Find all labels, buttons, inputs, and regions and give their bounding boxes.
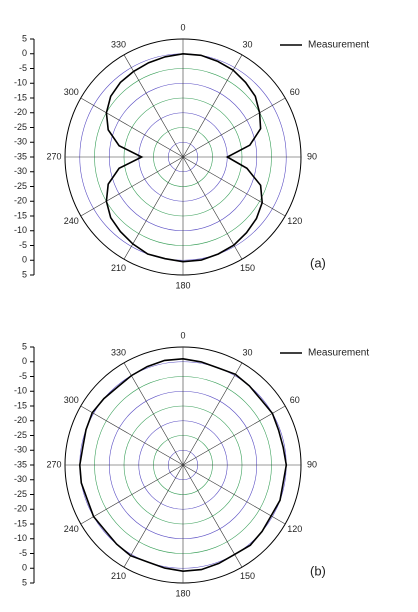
spoke (80, 464, 184, 525)
r-tick-label: -5 (19, 548, 27, 558)
theta-tick-label: 30 (242, 40, 252, 50)
r-tick-label: 5 (22, 341, 27, 351)
r-tick-label: -10 (14, 225, 27, 235)
spoke (123, 362, 184, 466)
spoke (182, 362, 243, 466)
r-tick-label: 5 (22, 33, 27, 43)
theta-tick-label: 0 (180, 22, 185, 32)
theta-tick-label: 60 (290, 395, 300, 405)
r-tick-label: -5 (19, 240, 27, 250)
spoke (80, 405, 184, 466)
theta-tick-label: 240 (64, 216, 79, 226)
r-tick-label: 0 (22, 48, 27, 58)
r-tick-label: -10 (14, 533, 27, 543)
theta-tick-label: 240 (64, 524, 79, 534)
theta-tick-label: 0 (180, 330, 185, 340)
r-tick-label: -30 (14, 445, 27, 455)
r-tick-label: -15 (14, 400, 27, 410)
theta-tick-label: 330 (111, 40, 126, 50)
spoke (182, 54, 243, 158)
measurement-curve (78, 357, 288, 573)
legend-label: Measurement (308, 40, 369, 51)
theta-tick-label: 270 (46, 151, 61, 161)
r-tick-label: -25 (14, 489, 27, 499)
theta-tick-label: 180 (175, 588, 190, 598)
r-tick-label: -15 (14, 210, 27, 220)
r-tick-label: -20 (14, 504, 27, 514)
r-tick-label: -25 (14, 181, 27, 191)
spoke (123, 54, 184, 158)
r-tick-label: -35 (14, 151, 27, 161)
spoke (80, 156, 184, 217)
spoke (80, 97, 184, 158)
theta-tick-label: 300 (64, 87, 79, 97)
r-tick-label: -25 (14, 122, 27, 132)
theta-tick-label: 30 (242, 348, 252, 358)
r-tick-label: -25 (14, 430, 27, 440)
r-tick-label: 0 (22, 255, 27, 265)
spoke (123, 156, 184, 260)
theta-tick-label: 90 (307, 459, 317, 469)
r-tick-label: 0 (22, 563, 27, 573)
r-tick-label: -20 (14, 196, 27, 206)
r-tick-label: -10 (14, 386, 27, 396)
r-tick-label: -15 (14, 92, 27, 102)
r-tick-label: -15 (14, 518, 27, 528)
theta-tick-label: 90 (307, 151, 317, 161)
r-tick-label: -10 (14, 78, 27, 88)
r-tick-label: -30 (14, 166, 27, 176)
spoke (182, 405, 286, 466)
theta-tick-label: 150 (240, 263, 255, 273)
r-tick-label: -35 (14, 459, 27, 469)
theta-tick-label: 120 (287, 216, 302, 226)
theta-tick-label: 180 (175, 280, 190, 290)
theta-tick-label: 210 (111, 571, 126, 581)
legend-label: Measurement (308, 348, 369, 359)
r-tick-label: -20 (14, 415, 27, 425)
r-tick-label: 0 (22, 356, 27, 366)
r-tick-label: 5 (22, 269, 27, 279)
theta-tick-label: 60 (290, 87, 300, 97)
r-tick-label: -30 (14, 474, 27, 484)
r-tick-label: -20 (14, 107, 27, 117)
spoke (182, 464, 243, 568)
panel-label: (a) (310, 255, 326, 270)
r-tick-label: 5 (22, 577, 27, 587)
r-tick-label: -5 (19, 63, 27, 73)
theta-tick-label: 120 (287, 524, 302, 534)
r-tick-label: -30 (14, 137, 27, 147)
r-tick-label: -5 (19, 371, 27, 381)
spoke (182, 156, 243, 260)
spoke (182, 464, 286, 525)
panel-label: (b) (310, 563, 326, 578)
theta-tick-label: 330 (111, 348, 126, 358)
spoke (123, 464, 184, 568)
theta-tick-label: 300 (64, 395, 79, 405)
spoke (182, 156, 286, 217)
spoke (182, 97, 286, 158)
theta-tick-label: 270 (46, 459, 61, 469)
theta-tick-label: 210 (111, 263, 126, 273)
measurement-curve (105, 52, 264, 263)
theta-tick-label: 150 (240, 571, 255, 581)
